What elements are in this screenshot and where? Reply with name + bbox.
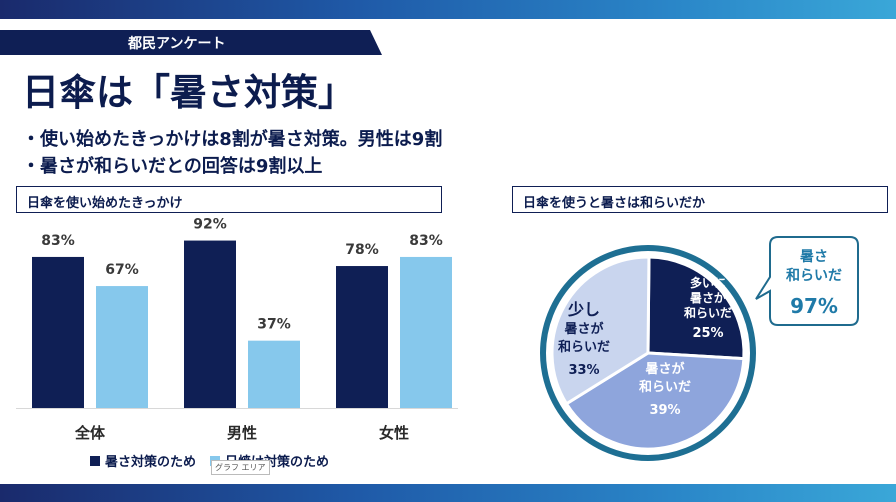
- pie-chart[interactable]: 多いに暑さが和らいだ25%暑さが和らいだ39%少し暑さが和らいだ33%暑さ和らい…: [500, 215, 896, 480]
- bar-全体-0: [32, 257, 84, 408]
- bar-value-label: 83%: [41, 233, 75, 249]
- survey-tag: 都民アンケート: [0, 30, 382, 55]
- bullet-2: ・暑さが和らいだとの回答は9割以上: [22, 152, 322, 178]
- bar-chart[interactable]: 83% 67% 全体 92% 37% 男性 78% 83% 女性: [0, 215, 470, 450]
- pie-slice-label: 暑さが: [690, 290, 726, 305]
- legend-label-heat: 暑さ対策のため: [105, 451, 196, 470]
- bottom-gradient-bar: [0, 484, 896, 502]
- callout-label: 暑さ: [800, 249, 828, 265]
- category-label: 女性: [379, 424, 409, 442]
- pie-chart-title: 日傘を使うと暑さは和らいだか: [512, 186, 888, 213]
- bullet-1: ・使い始めたきっかけは8割が暑さ対策。男性は9割: [22, 125, 442, 151]
- pie-slice-label: 多いに: [690, 275, 726, 290]
- bar-chart-title: 日傘を使い始めたきっかけ: [16, 186, 442, 213]
- pie-slice-value: 39%: [649, 403, 680, 418]
- bar-value-label: 92%: [193, 217, 227, 233]
- bar-男性-1: [248, 341, 300, 408]
- bar-男性-0: [184, 241, 236, 408]
- bar-value-label: 78%: [345, 242, 379, 258]
- top-gradient-bar: [0, 0, 896, 19]
- pie-slice-label: 和らいだ: [639, 379, 691, 395]
- pie-slice-label: 暑さが: [644, 361, 684, 377]
- slide-title: 日傘は「暑さ対策」: [22, 62, 355, 116]
- bar-value-label: 83%: [409, 233, 443, 249]
- legend-swatch-heat: [90, 456, 100, 466]
- bar-女性-1: [400, 257, 452, 408]
- bar-value-label: 67%: [105, 262, 139, 278]
- callout-value: 97%: [790, 294, 838, 318]
- pie-slice-value: 33%: [568, 363, 599, 378]
- bar-全体-1: [96, 286, 148, 408]
- pie-slice-label: 暑さが: [563, 321, 603, 337]
- survey-tag-label: 都民アンケート: [128, 33, 225, 53]
- category-label: 全体: [74, 424, 106, 442]
- pie-slice-value: 25%: [692, 326, 723, 341]
- pie-slice-label: 和らいだ: [558, 339, 610, 355]
- bar-value-label: 37%: [257, 317, 291, 333]
- pie-slice-label: 少し: [567, 300, 600, 319]
- category-label: 男性: [227, 424, 257, 442]
- legend-item-heat: 暑さ対策のため: [90, 451, 196, 470]
- bar-女性-0: [336, 266, 388, 408]
- pie-slice-label: 和らいだ: [683, 305, 732, 320]
- bar-chart-legend: 暑さ対策のため 日焼け対策のため: [90, 451, 329, 470]
- chart-area-tooltip: グラフ エリア: [211, 460, 270, 475]
- callout-label: 和らいだ: [786, 268, 842, 284]
